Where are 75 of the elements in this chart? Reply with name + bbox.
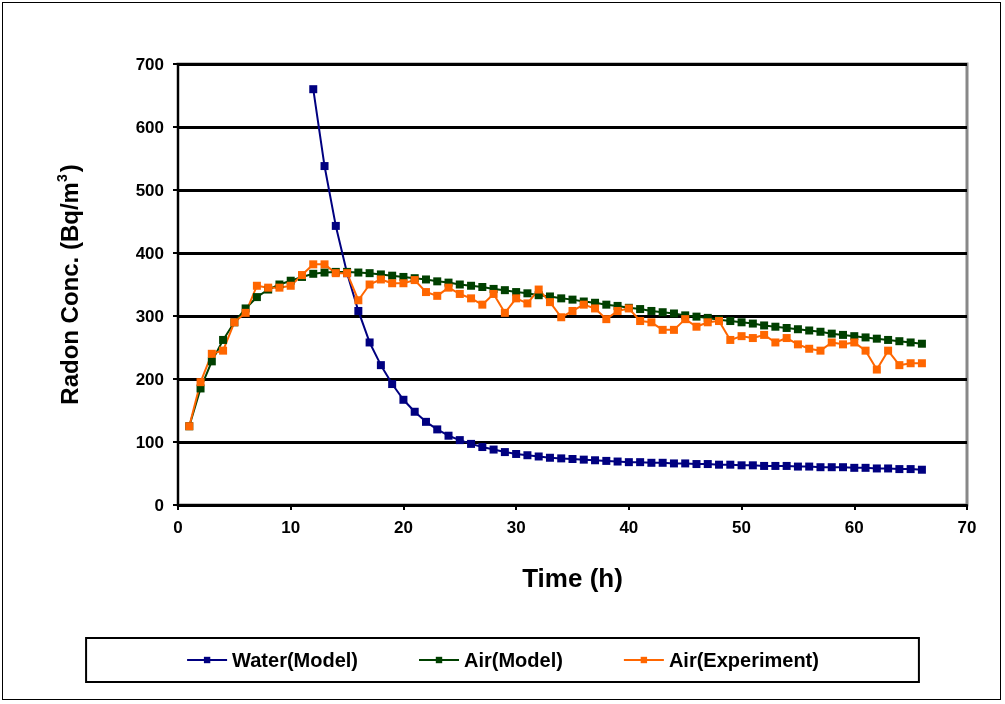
point	[444, 431, 453, 440]
x-tick-label: 70	[957, 518, 977, 537]
point	[478, 443, 487, 452]
point	[906, 465, 915, 474]
point	[669, 459, 678, 468]
x-axis-title: Time (h)	[522, 563, 623, 593]
point	[309, 85, 318, 94]
point	[331, 221, 340, 230]
legend-label: Air(Experiment)	[668, 649, 819, 671]
point	[421, 417, 430, 426]
point	[545, 453, 554, 462]
point	[320, 162, 329, 171]
point	[827, 463, 836, 472]
point	[624, 458, 633, 467]
point	[354, 306, 363, 315]
legend-label: Water(Model)	[232, 649, 359, 671]
point	[895, 465, 904, 474]
y-tick-label: 200	[135, 369, 164, 389]
x-tick-label: 50	[732, 518, 752, 537]
y-tick-label: 600	[135, 117, 164, 137]
point	[534, 452, 543, 461]
point	[399, 395, 408, 404]
y-tick-label: 400	[135, 243, 164, 263]
point	[365, 338, 374, 347]
y-tick-label: 700	[135, 54, 164, 74]
point	[568, 455, 577, 464]
point	[782, 461, 791, 470]
point	[760, 461, 769, 470]
point	[715, 460, 724, 469]
y-tick-label: 0	[154, 495, 164, 515]
point	[884, 464, 893, 473]
point	[703, 460, 712, 469]
point	[579, 455, 588, 464]
y-tick-label: 300	[135, 306, 164, 326]
x-tick-label: 20	[393, 518, 413, 537]
y-axis-title: Radon Conc. (Bq/m3)	[54, 164, 83, 405]
point	[816, 463, 825, 472]
point	[388, 380, 397, 389]
point	[692, 460, 701, 469]
point	[433, 425, 442, 434]
point	[839, 463, 848, 472]
point	[861, 463, 870, 472]
y-tick-label: 500	[135, 180, 164, 200]
x-tick-label: 30	[506, 518, 526, 537]
point	[917, 465, 926, 474]
point	[613, 457, 622, 466]
point	[748, 461, 757, 470]
point	[872, 464, 881, 473]
x-tick-label: 0	[173, 518, 183, 537]
point	[726, 460, 735, 469]
point	[602, 456, 611, 465]
point	[410, 407, 419, 416]
point	[557, 454, 566, 463]
x-tick-label: 10	[281, 518, 301, 537]
y-tick-label: 100	[135, 432, 164, 452]
point	[512, 449, 521, 458]
point	[500, 448, 509, 457]
point	[850, 463, 859, 472]
point	[636, 458, 645, 467]
point	[376, 361, 385, 370]
x-tick-label: 40	[619, 518, 639, 537]
legend-label: Air(Model)	[464, 649, 563, 671]
point	[591, 456, 600, 465]
x-tick-label: 60	[844, 518, 864, 537]
point	[455, 436, 464, 445]
point	[647, 458, 656, 467]
point	[489, 445, 498, 454]
point	[467, 439, 476, 448]
point	[737, 461, 746, 470]
point	[681, 459, 690, 468]
point	[658, 458, 667, 467]
point	[793, 462, 802, 471]
point	[805, 462, 814, 471]
point	[771, 461, 780, 470]
point	[523, 451, 532, 460]
